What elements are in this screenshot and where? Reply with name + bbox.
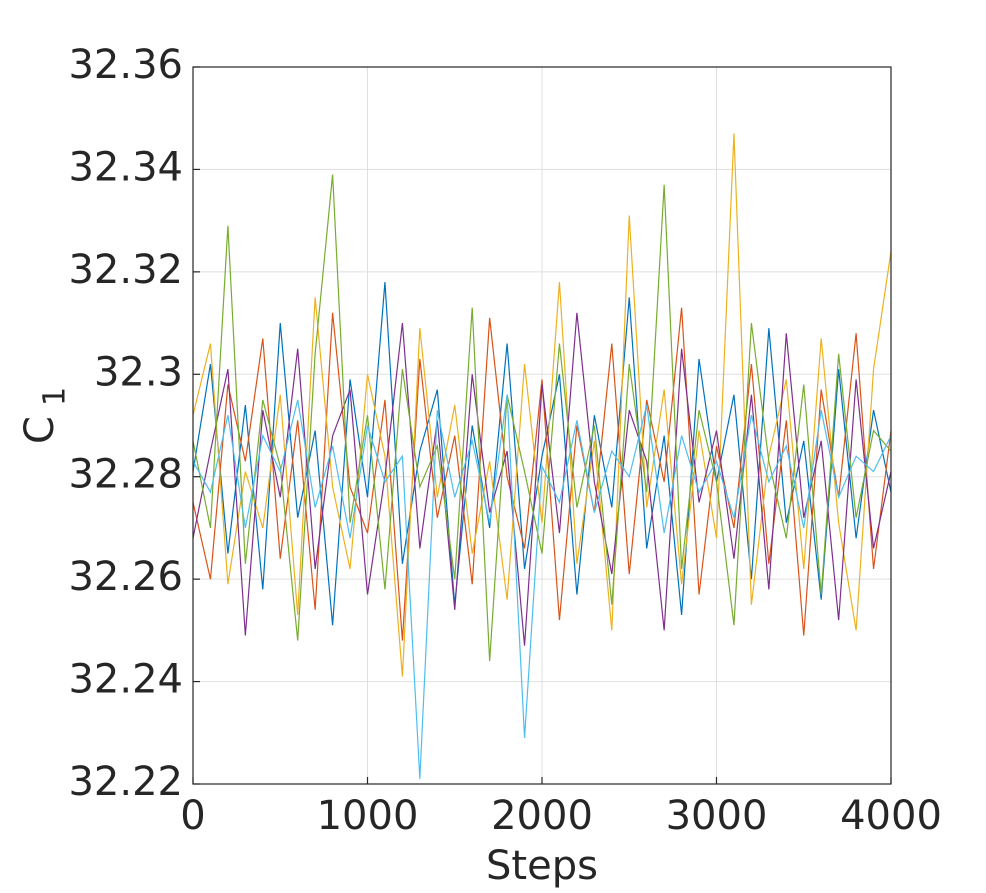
y-tick-label: 32.36 (68, 42, 183, 88)
series-line (192, 282, 892, 626)
x-axis-label: Steps (486, 843, 598, 889)
series-line (192, 394, 892, 779)
y-axis-label-main: C (17, 416, 63, 444)
series-line (192, 312, 892, 646)
x-tick-label: 0 (180, 793, 205, 839)
y-axis-label-subscript: 1 (38, 387, 73, 406)
series-line (192, 133, 892, 677)
plot-lines (192, 133, 892, 779)
y-tick-label: 32.34 (68, 144, 183, 190)
x-tick-label: 1000 (317, 793, 419, 839)
x-tick-label: 2000 (491, 793, 593, 839)
x-tick-label: 4000 (840, 793, 942, 839)
y-tick-label: 32.24 (68, 657, 183, 703)
x-tick-label: 3000 (666, 793, 768, 839)
y-tick-label: 32.22 (68, 759, 183, 805)
series-line (192, 307, 892, 641)
y-tick-label: 32.3 (94, 349, 183, 395)
series-line (192, 174, 892, 662)
ticks: 32.22 32.24 32.26 32.28 32.3 32.32 32.34 32.36 0… (68, 42, 941, 839)
y-tick-label: 32.28 (68, 452, 183, 498)
y-tick-label: 32.32 (68, 247, 183, 293)
y-axis-label: C 1 (17, 387, 73, 444)
y-tick-label: 32.26 (68, 554, 183, 600)
